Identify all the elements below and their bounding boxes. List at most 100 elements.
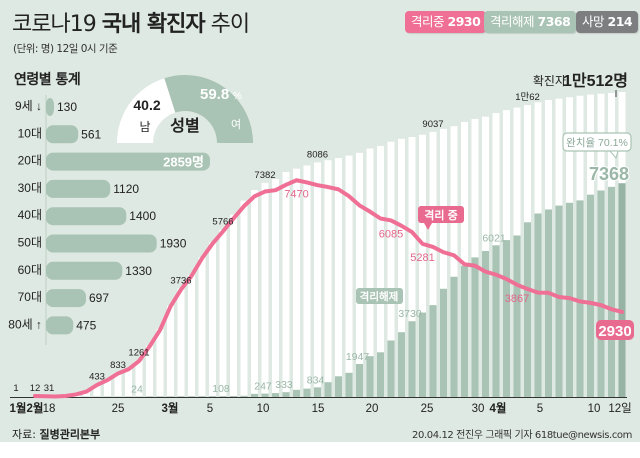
credit: 20.04.12 전진우 그래픽 기자 618tue@newsis.com — [412, 430, 632, 441]
confirmed-bar — [156, 329, 164, 397]
legend-deaths-value: 214 — [607, 14, 633, 29]
source: 자료: 질병관리본부 — [12, 426, 100, 442]
confirmed-label: 1만62 — [515, 92, 540, 103]
confirmed-label: 7382 — [254, 170, 275, 181]
confirmed-label: 8086 — [307, 149, 328, 160]
title-part-1: 코로나19 — [12, 12, 97, 37]
released-bar — [597, 190, 605, 397]
confirmed-bar — [114, 372, 122, 397]
age-value: 2859명 — [163, 155, 204, 170]
age-value: 1330 — [125, 264, 152, 278]
released-label: 24 — [131, 383, 143, 395]
released-bar — [335, 376, 342, 397]
legend-isolating: 격리중 2930 — [405, 11, 487, 33]
age-label: 70대 — [18, 290, 42, 304]
released-bar — [156, 396, 164, 397]
confirmed-label: 1261 — [128, 347, 149, 358]
recovery-rate: 완치율 70.1% — [566, 136, 628, 149]
age-label: 80세 ↑ — [8, 317, 42, 331]
legend-isolating-value: 2930 — [447, 14, 481, 29]
confirmed-bar — [188, 274, 195, 397]
recovered-value: 7368 — [589, 164, 629, 184]
total-value: 1만512명 — [563, 72, 628, 90]
age-value: 1930 — [160, 237, 187, 251]
released-bar — [534, 213, 542, 397]
released-bar — [356, 364, 363, 397]
released-label: 3730 — [398, 308, 422, 320]
confirmed-bar — [303, 165, 311, 397]
age-stats-title: 연령별 통계 — [14, 72, 81, 88]
confirmed-bar — [366, 148, 374, 397]
source-value: 질병관리본부 — [39, 428, 101, 441]
confirmed-bar — [93, 384, 101, 397]
confirmed-bar — [461, 122, 468, 398]
age-bar — [46, 98, 54, 116]
early-point-label: 12 — [30, 383, 41, 394]
confirmed-bar — [429, 131, 437, 397]
gender-female-label: 여 — [231, 118, 241, 131]
released-bar — [125, 396, 132, 397]
isolating-label: 6085 — [379, 228, 403, 240]
released-bar — [398, 332, 405, 397]
isolating-line — [33, 178, 624, 399]
released-bar — [261, 393, 269, 397]
released-bar — [293, 389, 300, 397]
confirmed-label: 433 — [89, 371, 105, 382]
confirmed-bar — [314, 162, 321, 397]
confirmed-bar — [345, 155, 353, 397]
x-tick-label: 18 — [43, 403, 56, 415]
x-tick-label: 5 — [207, 403, 213, 415]
recovery-callout-box — [562, 132, 632, 152]
released-bar — [282, 392, 290, 397]
isolating-label: 5281 — [410, 252, 434, 264]
legend-deaths: 사망 214 — [576, 11, 639, 33]
released-bar — [198, 396, 206, 397]
released-callout-box — [356, 288, 403, 304]
x-tick-label: 20 — [366, 403, 379, 415]
isolating-callout-text: 격리 중 — [424, 208, 457, 222]
released-label: 247 — [254, 381, 272, 393]
title-part-2: 국내 확진자 — [101, 12, 206, 37]
confirmed-bar — [230, 214, 237, 397]
released-bar — [618, 183, 626, 397]
released-bar — [608, 186, 615, 397]
released-bar — [135, 396, 143, 397]
legend-deaths-label: 사망 — [582, 14, 605, 29]
confirmed-bar — [83, 391, 90, 397]
released-bar — [503, 240, 510, 397]
confirmed-bar — [272, 179, 279, 397]
released-bar — [177, 396, 185, 397]
age-bar — [46, 207, 127, 226]
x-tick-label: 4월 — [490, 401, 507, 415]
confirmed-bar — [356, 152, 363, 397]
confirmed-bar — [408, 137, 416, 397]
x-tick-label: 2월 — [27, 401, 44, 415]
released-bar — [524, 222, 531, 397]
released-bar — [450, 276, 458, 397]
age-value: 1400 — [129, 209, 156, 223]
confirmed-label: 5766 — [212, 217, 233, 228]
released-label: 6021 — [482, 232, 506, 244]
confirmed-bar — [450, 126, 458, 397]
confirmed-bar — [398, 138, 405, 398]
confirmed-label: 3736 — [170, 276, 191, 287]
confirmed-bar — [282, 171, 290, 397]
legend-isolating-label: 격리중 — [411, 14, 445, 29]
confirmed-bar — [440, 128, 447, 397]
confirmed-bar — [146, 345, 153, 397]
gender-female-value: 59.8 — [200, 86, 229, 103]
released-bar — [209, 396, 216, 397]
confirmed-label: 9037 — [422, 119, 443, 130]
age-label: 10대 — [18, 126, 42, 140]
released-label: 333 — [275, 379, 293, 391]
released-label: 834 — [307, 374, 325, 386]
total-label: 확진자 — [533, 74, 566, 88]
subtitle: (단위: 명) 12일 0시 기준 — [13, 43, 118, 55]
released-bar — [366, 356, 374, 397]
released-callout-text: 격리해제 — [360, 290, 399, 303]
confirmed-bar — [198, 257, 206, 397]
x-tick-label: 12일 — [608, 401, 631, 415]
released-bar — [272, 393, 279, 397]
age-bar — [46, 289, 86, 308]
age-value: 1120 — [113, 182, 139, 196]
